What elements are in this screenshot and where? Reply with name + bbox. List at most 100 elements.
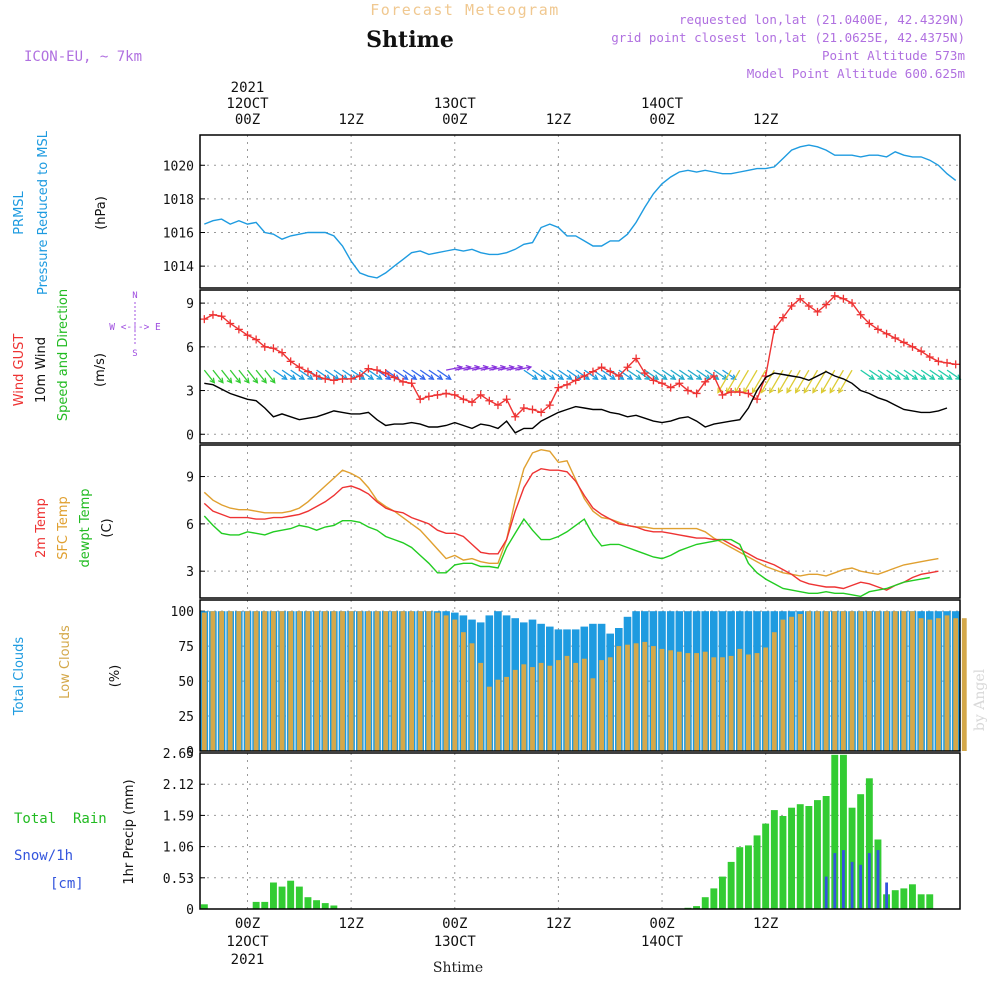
wind-direction-arrow-icon (696, 369, 711, 380)
low-cloud-bar (944, 615, 950, 751)
top-time-label: 13OCT (434, 96, 477, 112)
wind-direction-arrow-icon (903, 369, 918, 380)
wind-gust-marker (200, 315, 209, 324)
wind-direction-arrow-icon (838, 369, 853, 393)
wind-gust-marker (640, 369, 649, 378)
low-cloud-bar (754, 653, 760, 751)
wind-gust-marker (563, 380, 572, 389)
wind-direction-arrow-icon (480, 366, 497, 371)
rain-bar (295, 886, 303, 909)
wind-direction-arrowhead-icon (730, 374, 737, 380)
wind-gust-marker (476, 390, 485, 399)
low-cloud-bar (469, 643, 475, 751)
low-cloud-bar (866, 611, 872, 751)
compass-n: N (132, 291, 137, 301)
rain-bar (796, 804, 804, 909)
low-cloud-bar (918, 618, 924, 751)
wind-gust-marker (727, 388, 736, 396)
wind-direction-arrow-icon (549, 369, 564, 380)
wind-gust-marker (580, 371, 589, 380)
wind-gust-label: Wind GUST (12, 334, 27, 407)
wind-direction-arrowhead-icon (557, 374, 565, 380)
dewpt-label: dewpt Temp (78, 488, 93, 567)
wind-direction-arrow-icon (333, 369, 348, 380)
wind-direction-arrowhead-icon (929, 374, 936, 380)
top-time-label: 12Z (546, 112, 571, 128)
wind-direction-arrowhead-icon (877, 374, 884, 380)
low-cloud-bar (512, 669, 518, 751)
wind-direction-arrow-icon (829, 369, 844, 393)
wind-direction-arrowhead-icon (937, 374, 945, 380)
wind-direction-arrowhead-icon (829, 387, 835, 394)
low-cloud-bar (581, 658, 587, 751)
temp-unit: (C) (100, 518, 115, 537)
low-cloud-bar (616, 646, 622, 751)
wind-gust-marker (943, 358, 952, 367)
low-cloud-bar (832, 611, 838, 751)
wind-direction-arrowhead-icon (678, 374, 686, 380)
wind-gust-marker (226, 319, 235, 328)
precip-ytick-label: 0 (186, 903, 194, 918)
top-time-label: 00Z (649, 112, 674, 128)
wind-direction-arrow-icon (558, 369, 572, 380)
wind-direction-arrowhead-icon (226, 377, 233, 384)
wind-gust-marker (675, 379, 684, 388)
wind-gust-marker (321, 374, 330, 383)
wind-direction-arrowhead-icon (540, 374, 547, 380)
wind-gust-marker (286, 357, 295, 366)
wind-direction-arrowhead-icon (725, 387, 732, 394)
top-time-label: 12OCT (226, 96, 269, 112)
low-cloud-bar (910, 611, 915, 751)
wind-direction-arrow-icon (635, 369, 650, 380)
wind10-label: 10m Wind (34, 337, 49, 403)
wind-gust-marker (312, 371, 321, 380)
snow-unit-label: [cm] (50, 876, 84, 892)
wind-gust-marker (744, 389, 753, 398)
wind-direction-arrow-icon (877, 369, 892, 380)
low-cloud-bar (961, 618, 967, 751)
wind-direction-arrowhead-icon (367, 374, 375, 380)
bottom-time-label: 2021 (231, 952, 265, 968)
wind-direction-arrow-icon (670, 369, 685, 380)
wind-gust-marker (502, 395, 511, 404)
wind-gust-marker (787, 302, 796, 311)
low-cloud-bar (331, 611, 337, 751)
wind-gust-marker (537, 408, 546, 417)
rain-bar (805, 806, 813, 909)
low-cloud-bar (478, 662, 484, 751)
low-cloud-bar (366, 611, 371, 751)
low-cloud-bar (702, 651, 708, 751)
low-cloud-bar (737, 648, 743, 751)
rain-bar (822, 796, 830, 909)
low-cloud-bar (417, 611, 423, 751)
rain-bar (261, 901, 269, 909)
wind-gust-marker (295, 363, 304, 372)
wind-direction-arrowhead-icon (903, 374, 910, 380)
rain-bar (693, 906, 700, 909)
wind-direction-arrowhead-icon (652, 374, 660, 380)
wind-direction-arrowhead-icon (549, 374, 556, 380)
wind-direction-arrowhead-icon (592, 374, 599, 380)
rain-bar (831, 754, 839, 909)
wind-direction-arrow-icon (419, 369, 434, 380)
low-cloud-bar (564, 655, 570, 751)
wind-gust-marker (398, 377, 407, 386)
wind-direction-arrow-icon (298, 369, 313, 380)
wind-gust-marker (519, 404, 528, 413)
low-cloud-bar (374, 611, 380, 751)
rain-bar (814, 800, 821, 909)
wind-gust-marker (623, 363, 632, 372)
wind-direction-arrow-icon (812, 369, 827, 393)
low-cloud-bar (435, 612, 440, 751)
rain-label: Total Rain (14, 811, 107, 827)
wind-direction-arrow-icon (938, 369, 952, 380)
wind-gust-marker (329, 376, 338, 385)
watermark: by Angel (972, 668, 988, 731)
wind-direction-arrow-icon (446, 366, 462, 371)
wind-direction-arrowhead-icon (920, 374, 927, 380)
wind-gust-marker (813, 307, 822, 316)
wind-direction-arrowhead-icon (820, 387, 827, 394)
wind-gust-marker (493, 401, 502, 410)
rain-bar (330, 905, 338, 909)
pressure-label-1: PRMSL (12, 190, 27, 234)
